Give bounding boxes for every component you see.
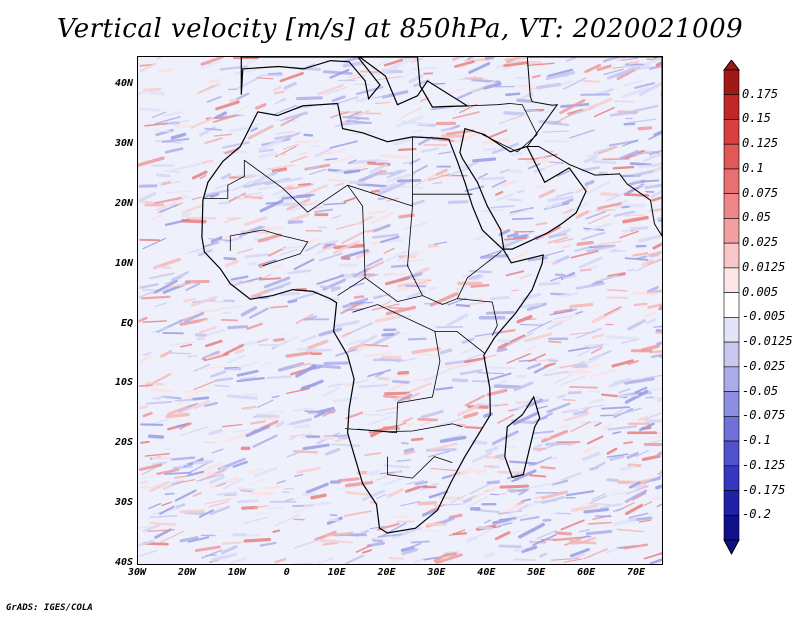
arabia-coastline [459,127,587,250]
country-border [337,184,366,296]
colorbar-segment [723,292,740,318]
colorbar-bottom-arrow [723,539,740,556]
colorbar-segment [723,416,740,442]
chart-title: Vertical velocity [m/s] at 850hPa, VT: 2… [56,14,744,44]
credit-text: GrADS: IGES/COLA [6,603,93,613]
country-border [364,277,423,303]
colorbar-segment [723,69,740,96]
colorbar-tick-label: -0.175 [742,482,786,497]
colorbar-tick-label: -0.05 [742,383,779,398]
colorbar-segment [723,490,740,516]
colorbar-tick-label: 0.075 [742,185,779,200]
lat-tick-label: 10S [114,377,133,389]
colorbar-tick-label: -0.005 [742,309,786,324]
country-border [202,160,245,199]
lon-tick-label: 40E [477,567,496,578]
country-border [229,229,309,267]
country-border [387,456,453,479]
colorbar-segment [723,168,740,194]
colorbar-segment [723,193,740,219]
country-border [407,206,502,305]
map-panel [137,56,663,565]
country-border [345,423,463,433]
colorbar-tick-label: 0.1 [742,160,764,175]
map-field [138,57,662,564]
lon-tick-label: 30E [427,567,446,578]
country-border [457,298,498,336]
lat-tick-label: 20N [114,197,133,209]
colorbar-segment [723,242,740,269]
colorbar-tick-label: -0.125 [742,457,786,472]
lat-tick-label: EQ [120,317,133,329]
lon-tick-label: 0 [283,567,290,578]
colorbar-tick-label: 0.025 [742,235,779,250]
colorbar-segment [723,366,740,392]
colorbar-tick-label: 0.005 [742,284,779,299]
colorbar: 0.175 0.15 0.125 0.1 0.075 0.05 0.025 0.0125 0.0… [722,59,800,560]
lon-tick-label: 10E [327,567,346,578]
colorbar-segment [723,218,740,244]
colorbar-segment [723,119,740,145]
asia-coastline [526,57,662,237]
lon-tick-label: 70E [627,567,646,578]
colorbar-tick-label: -0.025 [742,358,786,373]
colorbar-tick-label: -0.075 [742,408,786,423]
country-border [434,331,486,354]
colorbar-segment [723,94,740,120]
colorbar-segment [723,391,740,417]
colorbar-segment [723,143,740,170]
velocity-streaks [138,57,662,564]
lon-tick-label: 10W [227,567,246,578]
colorbar-tick-label: -0.1 [742,433,771,448]
colorbar-top-arrow [723,59,740,71]
lat-tick-label: 40N [114,78,133,89]
colorbar-tick-label: -0.0125 [742,334,793,349]
africa-coastline [201,102,544,534]
lat-tick-label: 10N [114,257,133,269]
colorbar-segment [723,465,740,491]
colorbar-tick-label: 0.125 [742,136,779,151]
colorbar-segment [723,267,740,293]
colorbar-tick-label: 0.15 [742,111,771,126]
lon-tick-label: 60E [577,567,596,578]
colorbar-tick-label: 0.0125 [742,259,786,274]
lat-tick-label: 30N [114,137,133,149]
europe-coastline [240,57,470,108]
colorbar-segment [723,514,740,541]
lon-tick-label: 30W [127,567,147,578]
lat-tick-label: 40S [114,557,133,568]
colorbar-bar [723,59,740,556]
colorbar-tick-label: -0.2 [742,507,771,522]
colorbar-segment [723,440,740,467]
colorbar-segment [723,341,740,368]
lon-tick-label: 20W [177,567,196,578]
colorbar-tick-label: 0.05 [742,210,771,225]
lon-tick-label: 50E [527,567,546,578]
lat-tick-label: 20S [114,437,133,449]
madagascar-coastline [504,395,541,479]
country-border [352,304,441,434]
country-border [467,103,538,153]
lat-tick-label: 30S [114,497,133,509]
lon-tick-label: 20E [377,567,396,578]
colorbar-segment [723,317,740,343]
colorbar-tick-label: 0.175 [742,86,779,101]
